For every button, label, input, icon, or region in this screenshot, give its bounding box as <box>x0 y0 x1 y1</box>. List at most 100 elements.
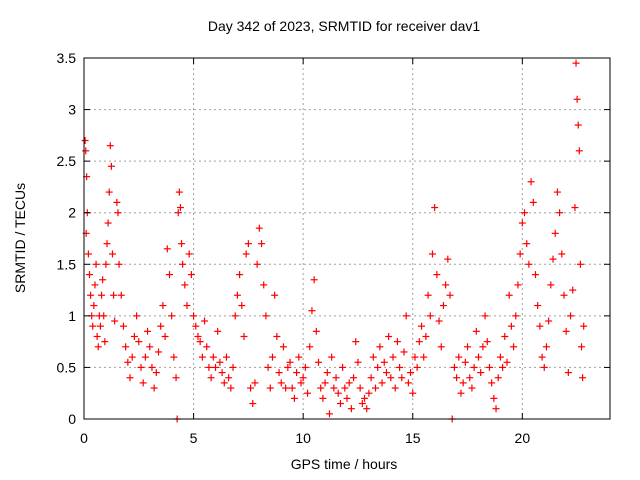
data-point <box>547 281 555 289</box>
data-point <box>279 343 287 351</box>
data-point <box>574 121 582 129</box>
data-point <box>308 307 316 315</box>
data-point <box>361 394 369 402</box>
data-point <box>111 317 119 325</box>
data-point <box>507 322 515 330</box>
data-point <box>569 286 577 294</box>
data-point <box>212 363 219 371</box>
x-tick-label: 15 <box>405 430 421 446</box>
data-point <box>89 322 97 330</box>
y-tick-label: 3 <box>68 102 76 118</box>
data-point <box>94 343 102 351</box>
data-point <box>101 338 109 346</box>
data-point <box>103 240 111 248</box>
data-point <box>299 374 307 382</box>
data-point <box>107 162 115 170</box>
data-point <box>466 374 474 382</box>
data-point <box>455 353 463 361</box>
data-point <box>551 229 559 237</box>
data-point <box>201 317 209 325</box>
data-point <box>105 188 113 196</box>
data-point <box>459 379 467 387</box>
data-point <box>413 363 421 371</box>
data-point <box>380 358 388 366</box>
data-point <box>126 374 134 382</box>
data-point <box>84 250 92 258</box>
grid-lines <box>84 58 610 419</box>
data-point <box>496 353 504 361</box>
data-point <box>558 250 566 258</box>
data-point <box>102 260 110 268</box>
data-point <box>356 384 364 392</box>
data-point <box>172 374 180 382</box>
data-point <box>282 384 290 392</box>
data-point <box>108 250 116 258</box>
data-point <box>457 389 465 397</box>
data-point <box>124 358 132 366</box>
data-point <box>277 379 285 387</box>
data-point <box>472 327 480 335</box>
y-tick-label: 2.5 <box>57 153 77 169</box>
x-tick-label: 5 <box>190 430 198 446</box>
data-point <box>371 384 379 392</box>
data-point <box>464 343 472 351</box>
data-point <box>178 240 186 248</box>
data-point <box>295 353 303 361</box>
data-point <box>119 322 127 330</box>
data-point <box>222 353 230 361</box>
data-point <box>264 363 272 371</box>
data-point <box>518 219 526 227</box>
data-point <box>297 379 305 387</box>
data-point <box>336 400 344 408</box>
data-point <box>122 343 130 351</box>
data-point <box>260 281 268 289</box>
data-point <box>81 137 89 145</box>
data-point <box>499 363 507 371</box>
data-point <box>477 369 485 377</box>
data-point <box>567 312 575 320</box>
data-point <box>82 147 90 155</box>
data-point <box>91 281 99 289</box>
data-point <box>367 374 375 382</box>
y-tick-label: 2 <box>68 205 76 221</box>
data-point <box>516 250 524 258</box>
data-point <box>424 291 432 299</box>
data-point <box>98 291 106 299</box>
data-point <box>479 343 487 351</box>
data-point <box>453 374 461 382</box>
data-point <box>258 240 266 248</box>
data-point <box>323 369 331 377</box>
data-point <box>315 358 323 366</box>
data-point <box>490 394 498 402</box>
data-point <box>133 312 141 320</box>
y-tick-label: 1.5 <box>57 256 77 272</box>
data-point <box>249 400 257 408</box>
data-point <box>205 363 213 371</box>
data-point <box>420 353 428 361</box>
data-point <box>576 260 584 268</box>
data-point <box>218 369 226 377</box>
data-point <box>273 332 281 340</box>
data-point <box>461 358 469 366</box>
data-point <box>233 291 241 299</box>
data-point <box>481 312 489 320</box>
data-point <box>317 384 325 392</box>
data-point <box>437 343 445 351</box>
data-point <box>345 379 353 387</box>
data-point <box>268 353 276 361</box>
data-point <box>96 322 104 330</box>
data-point <box>290 394 298 402</box>
data-point <box>540 363 548 371</box>
data-point <box>578 343 586 351</box>
data-point <box>93 332 101 340</box>
data-point <box>262 312 270 320</box>
data-point <box>553 188 561 196</box>
x-tick-label: 0 <box>80 430 88 446</box>
data-point <box>439 302 447 310</box>
data-point <box>391 384 399 392</box>
data-point <box>418 322 426 330</box>
data-point <box>157 322 165 330</box>
data-point <box>141 353 149 361</box>
data-point <box>214 327 222 335</box>
data-point <box>183 302 191 310</box>
